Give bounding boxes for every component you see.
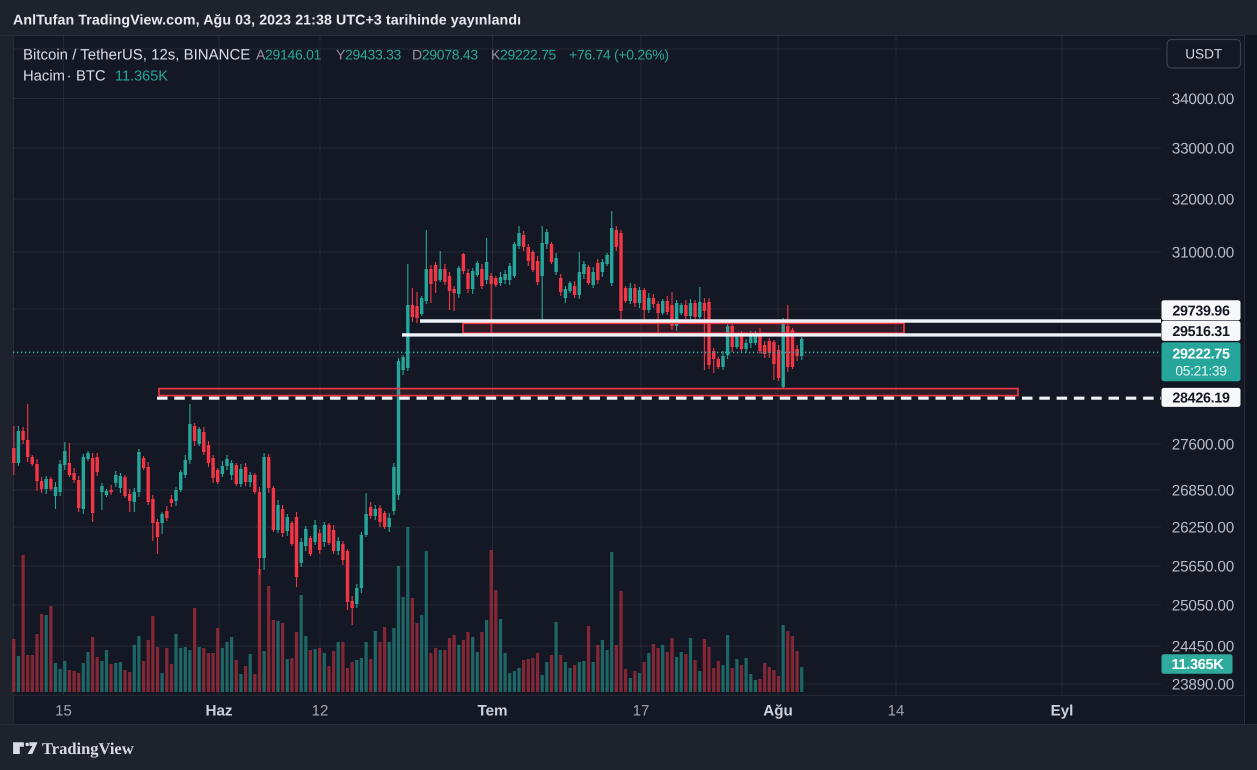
svg-text:15: 15 [55,702,72,719]
svg-text:17: 17 [633,702,650,719]
svg-text:25050.00: 25050.00 [1172,597,1234,614]
svg-text:Hacim: Hacim [23,69,65,85]
svg-text:Ağu: Ağu [763,702,793,719]
svg-text:Tem: Tem [477,702,507,719]
svg-text:28426.19: 28426.19 [1172,391,1230,407]
svg-text:11.365K: 11.365K [1172,657,1225,673]
svg-text:29739.96: 29739.96 [1172,303,1230,319]
svg-text:11.365K: 11.365K [115,69,168,85]
svg-text:23890.00: 23890.00 [1172,676,1234,693]
svg-text:34000.00: 34000.00 [1172,91,1234,108]
svg-text:05:21:39: 05:21:39 [1175,364,1227,379]
svg-text:26250.00: 26250.00 [1172,519,1234,536]
svg-text:27600.00: 27600.00 [1172,436,1234,453]
svg-text:32000.00: 32000.00 [1172,191,1234,208]
svg-text:D29078.43: D29078.43 [412,47,478,63]
svg-text:29516.31: 29516.31 [1172,324,1230,340]
svg-text:33000.00: 33000.00 [1172,140,1234,157]
svg-text:25650.00: 25650.00 [1172,558,1234,575]
svg-text:31000.00: 31000.00 [1172,244,1234,261]
svg-text:29222.75: 29222.75 [1172,347,1230,363]
svg-text:AnlTufan TradingView.com, Ağu: AnlTufan TradingView.com, Ağu 03, 2023 2… [13,12,521,28]
svg-text:12: 12 [312,702,329,719]
svg-text:Bitcoin / TetherUS, 12s, BINAN: Bitcoin / TetherUS, 12s, BINANCE [23,47,250,64]
svg-text:Y29433.33: Y29433.33 [336,47,402,63]
svg-text:26850.00: 26850.00 [1172,482,1234,499]
svg-text:TradingView: TradingView [42,739,134,758]
svg-text:Eyl: Eyl [1051,702,1074,719]
svg-text:USDT: USDT [1185,46,1222,61]
svg-text:Haz: Haz [205,702,232,719]
svg-text:A29146.01: A29146.01 [256,47,322,63]
svg-text:K29222.75: K29222.75 [491,47,557,63]
svg-text:·: · [67,69,72,85]
svg-text:BTC: BTC [76,69,106,85]
svg-text:+76.74 (+0.26%): +76.74 (+0.26%) [569,47,669,63]
svg-text:24450.00: 24450.00 [1172,638,1234,655]
svg-text:14: 14 [888,702,905,719]
